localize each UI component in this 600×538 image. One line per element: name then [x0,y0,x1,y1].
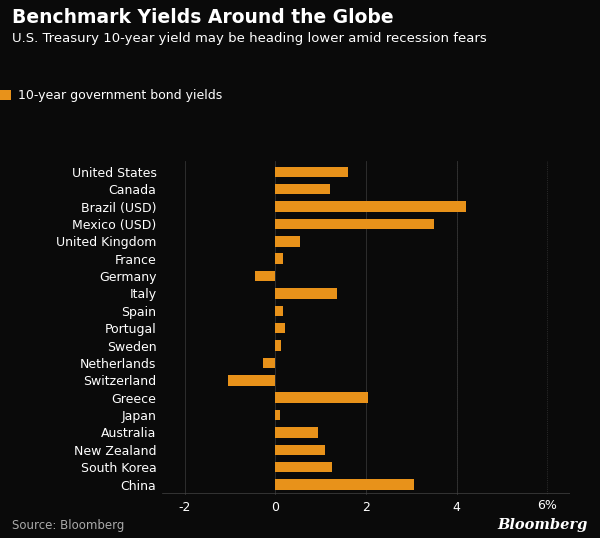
Bar [275,427,319,437]
Text: U.S. Treasury 10-year yield may be heading lower amid recession fears: U.S. Treasury 10-year yield may be headi… [12,32,487,45]
Text: 6%: 6% [538,499,557,512]
Bar [263,358,275,368]
Bar [275,323,286,334]
Bar [275,306,283,316]
Bar [275,410,280,420]
Bar [275,462,332,472]
Bar [275,167,348,177]
Bar [275,392,368,403]
Bar [275,236,300,246]
Bar [255,271,275,281]
Bar [275,341,281,351]
Text: Benchmark Yields Around the Globe: Benchmark Yields Around the Globe [12,8,394,27]
Bar [275,184,330,194]
Bar [228,375,275,386]
Bar [275,479,413,490]
Bar [275,288,337,299]
Text: Source: Bloomberg: Source: Bloomberg [12,519,124,532]
Legend: 10-year government bond yields: 10-year government bond yields [0,89,222,102]
Bar [275,201,466,212]
Bar [275,219,434,229]
Text: Bloomberg: Bloomberg [497,518,588,532]
Bar [275,253,283,264]
Bar [275,444,325,455]
